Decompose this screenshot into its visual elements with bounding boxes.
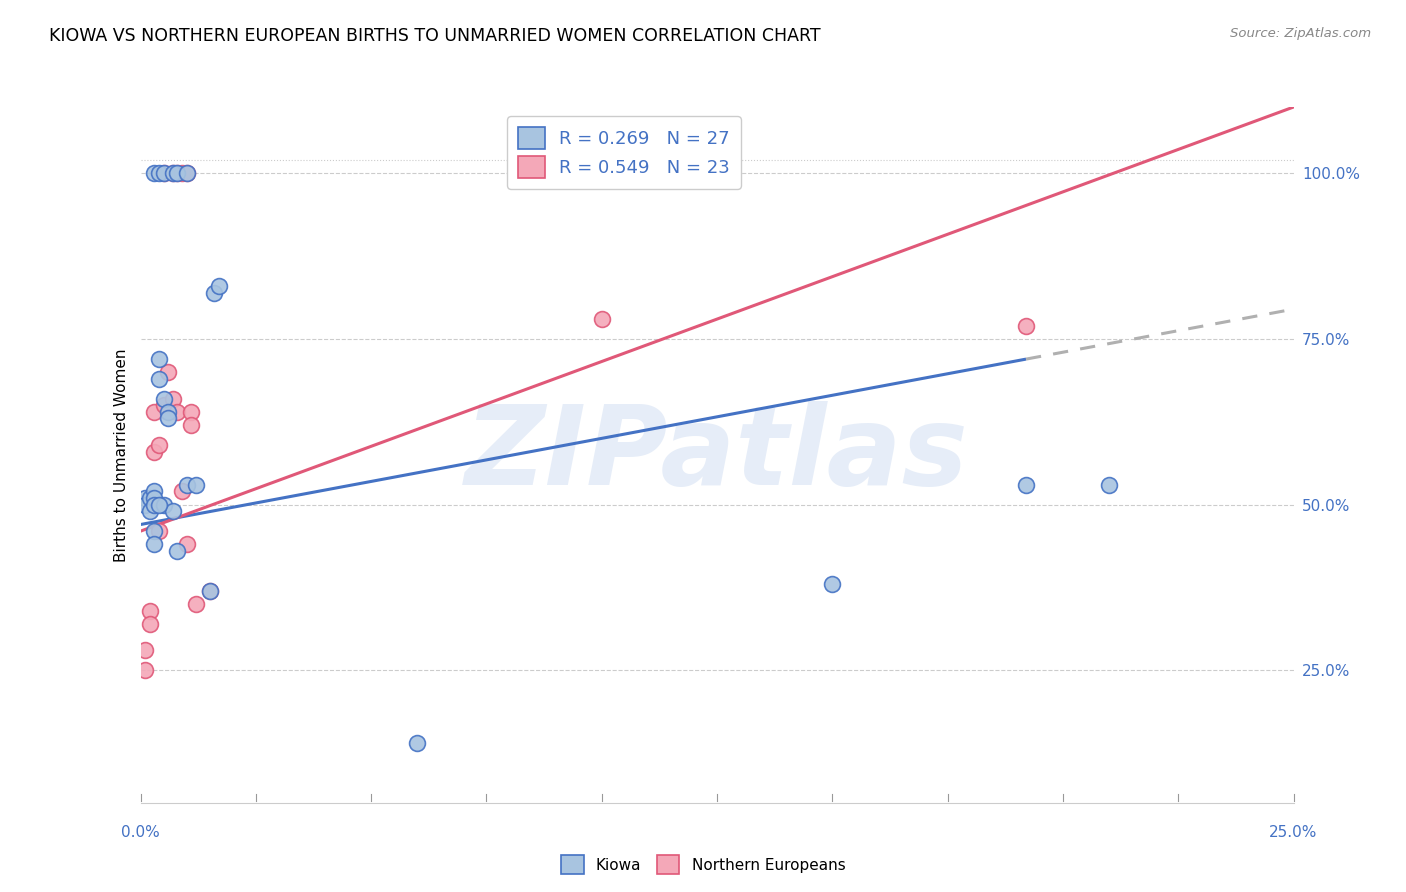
Point (176, 166, 198, 180)
Point (139, 616, 162, 631)
Point (134, 643, 156, 657)
Point (198, 583, 221, 598)
Point (1015, 477, 1038, 491)
Point (162, 392, 184, 406)
Point (176, 166, 198, 180)
Point (162, 166, 184, 180)
Point (143, 537, 166, 551)
Point (157, 405, 180, 419)
Point (143, 166, 166, 180)
Point (143, 491, 166, 505)
Point (143, 484, 166, 499)
Point (143, 524, 166, 538)
Point (172, 484, 194, 499)
Legend: R = 0.269   N = 27, R = 0.549   N = 23: R = 0.269 N = 27, R = 0.549 N = 23 (508, 116, 741, 189)
Point (162, 504, 184, 518)
Point (148, 524, 170, 538)
Point (591, 312, 613, 326)
Point (184, 597, 207, 611)
Text: ZIPatlas: ZIPatlas (465, 401, 969, 508)
Point (821, 577, 844, 591)
Point (152, 398, 174, 412)
Point (143, 405, 166, 419)
Point (139, 604, 162, 618)
Point (143, 444, 166, 458)
Point (157, 411, 180, 425)
Y-axis label: Births to Unmarried Women: Births to Unmarried Women (114, 348, 129, 562)
Point (134, 498, 156, 512)
Point (152, 166, 174, 180)
Point (166, 544, 188, 558)
Text: Source: ZipAtlas.com: Source: ZipAtlas.com (1230, 27, 1371, 40)
Point (184, 477, 207, 491)
Point (172, 166, 194, 180)
Point (166, 166, 188, 180)
Point (1015, 318, 1038, 333)
Point (148, 351, 170, 366)
Point (152, 166, 174, 180)
Point (143, 498, 166, 512)
Point (139, 491, 162, 505)
Point (208, 279, 231, 293)
Point (198, 583, 221, 598)
Point (162, 166, 184, 180)
Point (406, 736, 429, 750)
Point (152, 498, 174, 512)
Point (148, 372, 170, 386)
Point (1098, 477, 1121, 491)
Text: 25.0%: 25.0% (1270, 825, 1317, 840)
Point (157, 365, 180, 379)
Point (202, 285, 225, 300)
Point (176, 537, 198, 551)
Point (152, 392, 174, 406)
Point (134, 663, 156, 677)
Point (148, 166, 170, 180)
Point (166, 166, 188, 180)
Point (134, 491, 156, 505)
Point (180, 418, 202, 433)
Point (148, 438, 170, 452)
Point (148, 498, 170, 512)
Point (139, 504, 162, 518)
Point (166, 405, 188, 419)
Text: KIOWA VS NORTHERN EUROPEAN BIRTHS TO UNMARRIED WOMEN CORRELATION CHART: KIOWA VS NORTHERN EUROPEAN BIRTHS TO UNM… (49, 27, 821, 45)
Point (176, 477, 198, 491)
Text: 0.0%: 0.0% (121, 825, 160, 840)
Point (180, 405, 202, 419)
Legend: Kiowa, Northern Europeans: Kiowa, Northern Europeans (554, 849, 852, 880)
